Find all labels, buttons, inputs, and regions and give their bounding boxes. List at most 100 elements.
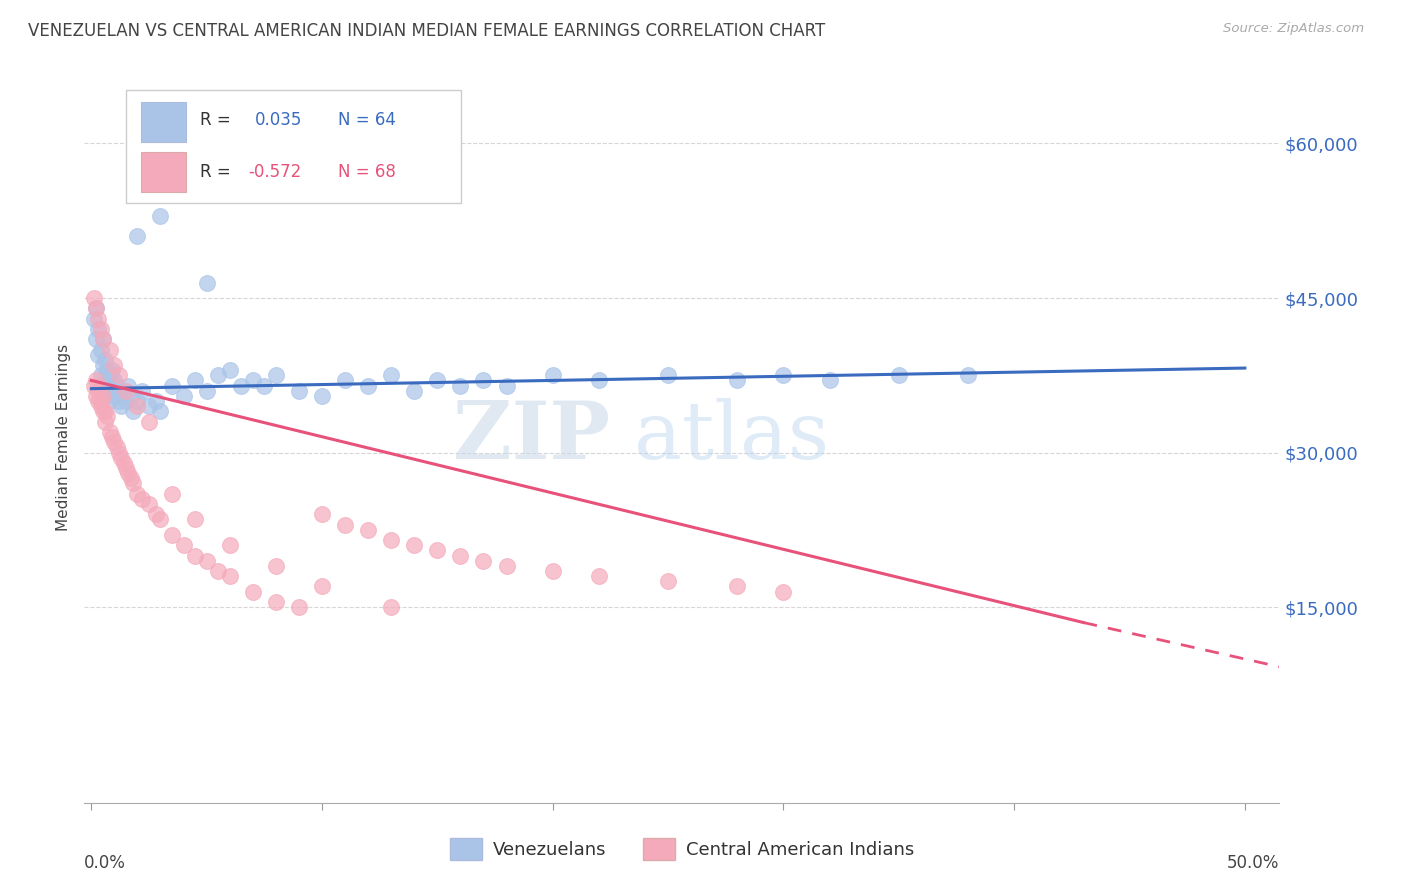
Point: [112, 384, 135, 398]
Text: R =: R =: [200, 162, 236, 180]
Point: [184, 549, 207, 563]
Text: N = 68: N = 68: [337, 162, 395, 180]
Point: [725, 579, 748, 593]
Point: [91, 389, 114, 403]
Legend: Venezuelans, Central American Indians: Venezuelans, Central American Indians: [443, 830, 921, 867]
Point: [818, 373, 841, 387]
Point: [87, 348, 110, 362]
Point: [138, 497, 160, 511]
Point: [207, 368, 229, 383]
Point: [333, 517, 356, 532]
Point: [98, 425, 121, 439]
Point: [207, 564, 229, 578]
Point: [541, 368, 564, 383]
Point: [772, 368, 794, 383]
Point: [404, 538, 426, 552]
Point: [956, 368, 979, 383]
Text: 0.0%: 0.0%: [84, 854, 127, 872]
Point: [115, 384, 138, 398]
Point: [105, 378, 128, 392]
Point: [588, 373, 610, 387]
Point: [84, 301, 107, 316]
Point: [89, 394, 111, 409]
Point: [94, 415, 117, 429]
Point: [472, 554, 495, 568]
Point: [91, 404, 114, 418]
Text: 0.035: 0.035: [256, 112, 302, 129]
Point: [357, 378, 380, 392]
Point: [98, 368, 121, 383]
Point: [242, 373, 264, 387]
Text: Source: ZipAtlas.com: Source: ZipAtlas.com: [1223, 22, 1364, 36]
Point: [772, 584, 794, 599]
Point: [242, 584, 264, 599]
Point: [138, 415, 160, 429]
Point: [145, 508, 167, 522]
Point: [105, 441, 128, 455]
Point: [96, 378, 118, 392]
Point: [110, 450, 132, 465]
Point: [112, 456, 135, 470]
Point: [311, 579, 333, 593]
Point: [725, 373, 748, 387]
Point: [160, 528, 183, 542]
Point: [115, 394, 138, 409]
Point: [195, 384, 218, 398]
Point: [127, 399, 149, 413]
Point: [253, 378, 276, 392]
Point: [145, 394, 167, 409]
Point: [588, 569, 610, 583]
Point: [657, 368, 679, 383]
Point: [98, 343, 121, 357]
Point: [94, 373, 117, 387]
Point: [87, 394, 110, 409]
Point: [108, 368, 131, 383]
Point: [87, 322, 110, 336]
Point: [449, 378, 471, 392]
Point: [96, 363, 118, 377]
Point: [87, 384, 110, 398]
Point: [195, 276, 218, 290]
Point: [218, 538, 240, 552]
Point: [101, 363, 124, 377]
Point: [89, 399, 111, 413]
Point: [121, 404, 143, 418]
Point: [101, 384, 124, 398]
Point: [131, 384, 153, 398]
Point: [472, 373, 495, 387]
Point: [333, 373, 356, 387]
Point: [404, 384, 426, 398]
Text: atlas: atlas: [634, 398, 830, 476]
Point: [89, 343, 111, 357]
Point: [184, 512, 207, 526]
Point: [380, 533, 402, 547]
Text: ZIP: ZIP: [453, 398, 610, 476]
Point: [103, 435, 125, 450]
Point: [83, 291, 105, 305]
Point: [101, 430, 124, 444]
Point: [103, 358, 125, 372]
Point: [115, 461, 138, 475]
Point: [83, 378, 105, 392]
Text: 50.0%: 50.0%: [1227, 854, 1279, 872]
Text: R =: R =: [200, 112, 236, 129]
Point: [117, 378, 139, 392]
Point: [887, 368, 910, 383]
Point: [127, 487, 149, 501]
Point: [264, 368, 287, 383]
Point: [195, 554, 218, 568]
Point: [98, 394, 121, 409]
Point: [84, 301, 107, 316]
Point: [131, 491, 153, 506]
Point: [120, 471, 142, 485]
Point: [94, 404, 117, 418]
Point: [149, 209, 172, 223]
Point: [91, 332, 114, 346]
Point: [149, 512, 172, 526]
Point: [288, 384, 311, 398]
Point: [91, 332, 114, 346]
FancyBboxPatch shape: [141, 102, 186, 143]
Point: [117, 466, 139, 480]
Point: [311, 389, 333, 403]
Point: [103, 389, 125, 403]
